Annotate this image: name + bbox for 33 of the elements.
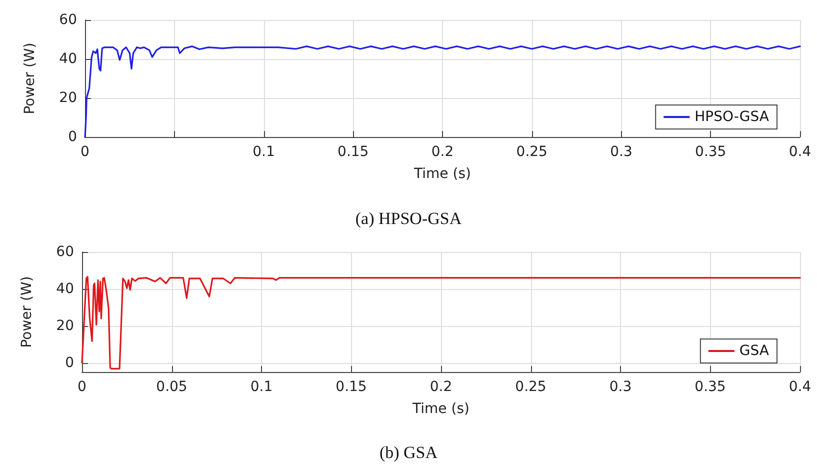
x-axis-title: Time (s) [413,166,471,182]
y-tick-label: 60 [59,12,77,28]
x-tick-label: 0.15 [336,379,367,395]
legend-label: HPSO-GSA [694,109,770,125]
x-tick-label: 0.2 [431,144,454,160]
x-axis-title: Time (s) [412,401,470,417]
x-tick-label: 0.1 [252,144,275,160]
y-tick-label: 60 [56,244,74,260]
x-tick-label: 0.05 [156,379,188,395]
y-tick-label: 20 [56,318,74,334]
x-tick-label: 0.25 [515,379,546,395]
y-tick-label: 0 [65,354,74,371]
x-tick-label: 0 [80,144,90,160]
text: (a) HPSO-GSA [355,209,462,228]
y-tick-label: 20 [59,90,77,106]
x-tick-label: 0.15 [338,144,369,160]
x-tick-label: 0.35 [695,144,726,160]
x-tick-label: 0.1 [250,379,273,395]
y-tick-label: 0 [68,129,77,145]
x-tick-label: 0.4 [788,144,812,160]
x-tick-label: 0.2 [430,379,452,395]
x-tick-label: 0.3 [609,379,632,395]
x-tick-label: 0.3 [610,144,632,160]
text: (b) GSA [379,443,438,462]
y-axis-title: Power (W) [19,276,35,348]
y-tick-label: 40 [56,280,74,297]
y-axis-title: Power (W) [22,42,38,114]
y-tick-label: 40 [59,51,77,67]
legend-label: GSA [739,343,770,359]
x-tick-label: 0.35 [694,379,726,395]
x-tick-label: 0.25 [516,144,548,160]
x-tick-label: 0.4 [788,379,812,395]
line-series [81,276,801,370]
